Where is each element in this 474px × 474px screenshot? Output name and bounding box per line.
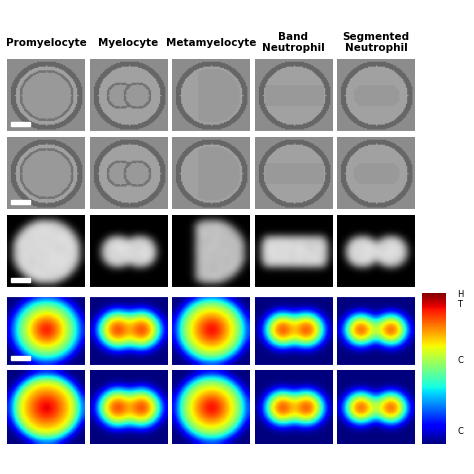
Text: H
T: H T	[457, 290, 464, 309]
Text: Segmented
Neutrophil: Segmented Neutrophil	[342, 32, 410, 54]
Bar	[11, 200, 30, 204]
Text: Promyelocyte: Promyelocyte	[6, 37, 86, 48]
Text: C: C	[457, 427, 463, 436]
Text: Metamyelocyte: Metamyelocyte	[166, 37, 256, 48]
Bar	[11, 122, 30, 127]
Text: Band
Neutrophil: Band Neutrophil	[262, 32, 325, 54]
Text: C: C	[457, 356, 463, 365]
Bar	[11, 278, 30, 282]
Text: Myelocyte: Myelocyte	[98, 37, 159, 48]
Bar	[11, 356, 30, 360]
